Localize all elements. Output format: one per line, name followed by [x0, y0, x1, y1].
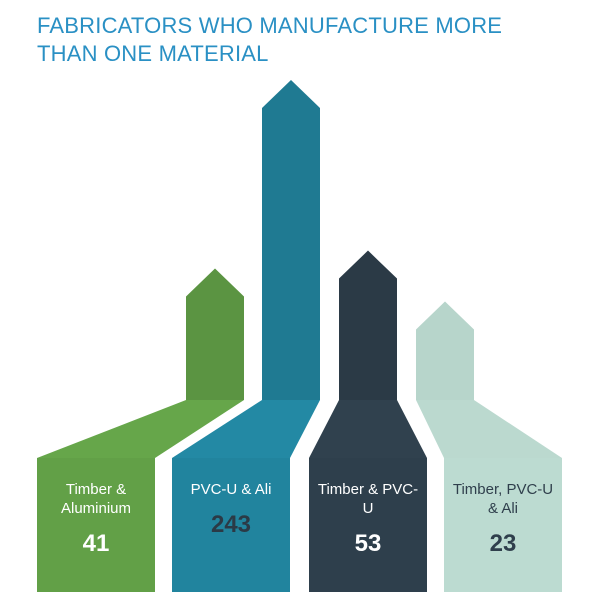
arrow-fold: [37, 400, 244, 458]
category-box: PVC-U & Ali 243: [172, 458, 290, 592]
category-label: Timber, PVC-U & Ali: [452, 481, 554, 517]
value-label: 41: [82, 530, 110, 557]
category-label: Timber & Aluminium: [60, 481, 132, 517]
arrow-fold: [172, 400, 320, 458]
arrow: [339, 250, 397, 400]
category-box: Timber & Aluminium 41: [37, 458, 155, 592]
chart-title: FABRICATORS WHO MANUFACTURE MORE THAN ON…: [37, 13, 503, 66]
category-box: Timber & PVC-U 53: [309, 458, 427, 592]
arrow: [186, 268, 244, 400]
category-box: Timber, PVC-U & Ali 23: [444, 458, 562, 592]
arrow-fold: [416, 400, 562, 458]
value-label: 23: [489, 530, 517, 557]
arrow-fold: [309, 400, 427, 458]
value-label: 243: [210, 511, 252, 538]
arrow: [262, 80, 320, 400]
arrow: [416, 301, 474, 400]
category-label: PVC-U & Ali: [190, 481, 272, 498]
value-label: 53: [354, 530, 382, 557]
category-label: Timber & PVC-U: [317, 481, 419, 517]
